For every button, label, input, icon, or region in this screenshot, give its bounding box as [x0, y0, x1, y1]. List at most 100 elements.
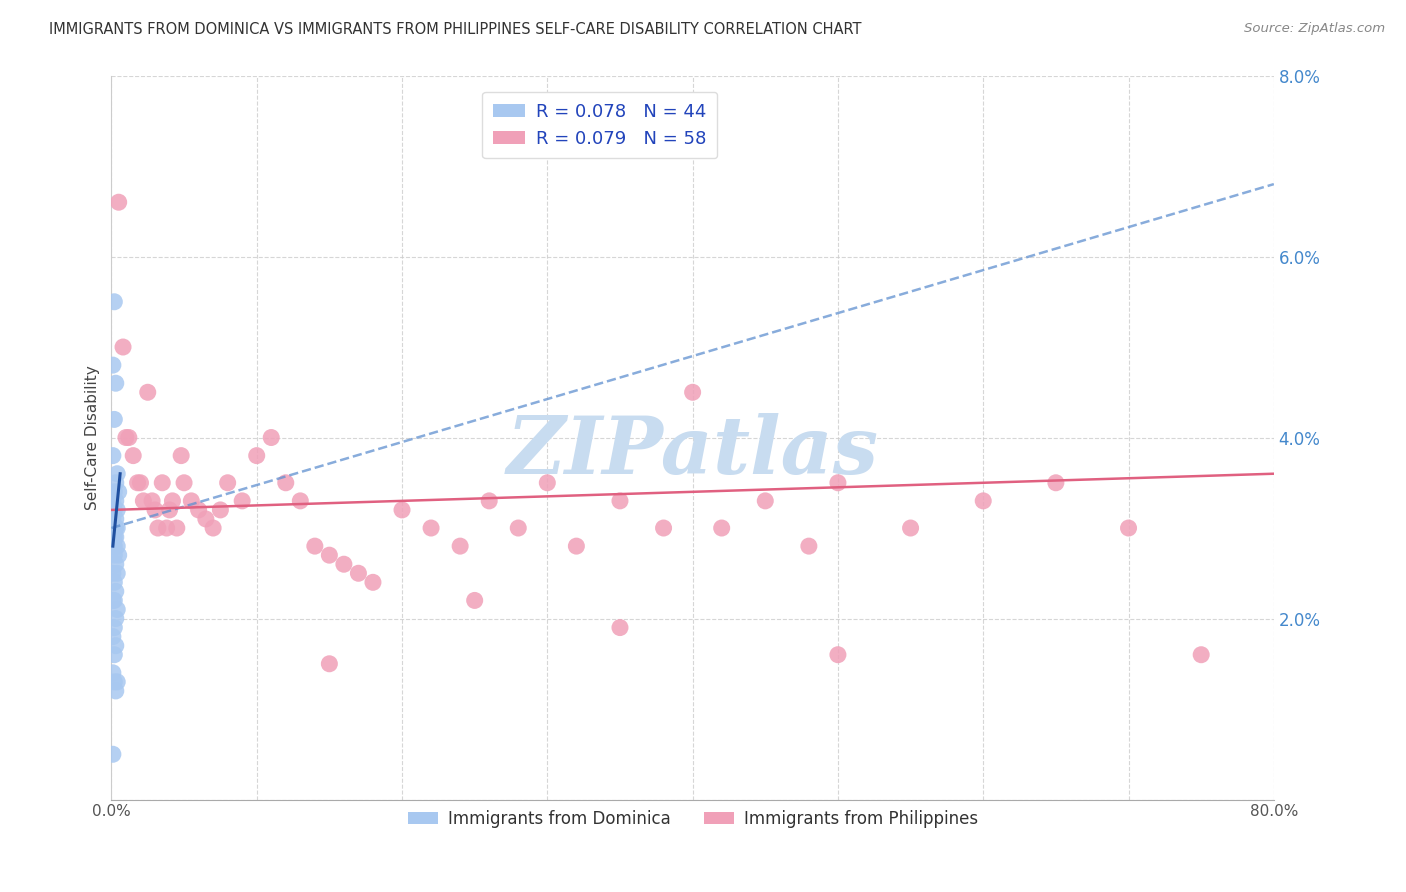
Point: [103, 294, 125, 309]
Point: [101, 358, 124, 372]
Point: [565, 539, 588, 553]
Point: [290, 494, 312, 508]
Point: [104, 530, 127, 544]
Point: [107, 484, 129, 499]
Point: [754, 494, 776, 508]
Point: [194, 512, 217, 526]
Point: [101, 530, 124, 544]
Point: [112, 340, 135, 354]
Point: [101, 512, 124, 526]
Point: [104, 512, 127, 526]
Point: [391, 503, 413, 517]
Point: [103, 674, 125, 689]
Point: [143, 503, 166, 517]
Point: [122, 449, 145, 463]
Point: [103, 530, 125, 544]
Point: [333, 558, 356, 572]
Point: [115, 430, 138, 444]
Point: [260, 430, 283, 444]
Point: [274, 475, 297, 490]
Point: [136, 385, 159, 400]
Point: [103, 412, 125, 426]
Point: [107, 195, 129, 210]
Point: [103, 503, 125, 517]
Point: [231, 494, 253, 508]
Point: [103, 521, 125, 535]
Point: [103, 575, 125, 590]
Point: [156, 521, 179, 535]
Point: [127, 475, 149, 490]
Point: [104, 639, 127, 653]
Point: [159, 503, 181, 517]
Point: [101, 494, 124, 508]
Point: [827, 475, 849, 490]
Point: [104, 521, 127, 535]
Point: [609, 494, 631, 508]
Text: IMMIGRANTS FROM DOMINICA VS IMMIGRANTS FROM PHILIPPINES SELF-CARE DISABILITY COR: IMMIGRANTS FROM DOMINICA VS IMMIGRANTS F…: [49, 22, 862, 37]
Text: ZIPatlas: ZIPatlas: [506, 413, 879, 491]
Point: [150, 475, 173, 490]
Point: [420, 521, 443, 535]
Point: [105, 539, 128, 553]
Point: [209, 503, 232, 517]
Point: [101, 665, 124, 680]
Point: [105, 566, 128, 581]
Point: [101, 449, 124, 463]
Point: [104, 558, 127, 572]
Point: [536, 475, 558, 490]
Point: [104, 475, 127, 490]
Point: [118, 430, 141, 444]
Point: [104, 684, 127, 698]
Point: [103, 621, 125, 635]
Point: [105, 467, 128, 481]
Y-axis label: Self-Care Disability: Self-Care Disability: [86, 365, 100, 510]
Point: [129, 475, 152, 490]
Point: [827, 648, 849, 662]
Point: [105, 602, 128, 616]
Point: [103, 593, 125, 607]
Point: [166, 521, 188, 535]
Point: [101, 566, 124, 581]
Point: [170, 449, 193, 463]
Point: [141, 494, 163, 508]
Point: [132, 494, 155, 508]
Point: [104, 611, 127, 625]
Point: [104, 584, 127, 599]
Point: [103, 484, 125, 499]
Point: [103, 548, 125, 562]
Point: [508, 521, 530, 535]
Legend: Immigrants from Dominica, Immigrants from Philippines: Immigrants from Dominica, Immigrants fro…: [401, 804, 984, 835]
Point: [202, 521, 225, 535]
Point: [105, 503, 128, 517]
Point: [107, 548, 129, 562]
Point: [103, 539, 125, 553]
Point: [304, 539, 326, 553]
Point: [104, 376, 127, 391]
Point: [682, 385, 704, 400]
Point: [449, 539, 471, 553]
Point: [104, 494, 127, 508]
Point: [1045, 475, 1067, 490]
Point: [101, 747, 124, 762]
Point: [347, 566, 370, 581]
Point: [652, 521, 675, 535]
Point: [318, 548, 340, 562]
Point: [972, 494, 994, 508]
Point: [464, 593, 486, 607]
Point: [217, 475, 239, 490]
Point: [318, 657, 340, 671]
Point: [105, 521, 128, 535]
Point: [105, 674, 128, 689]
Point: [1118, 521, 1140, 535]
Point: [797, 539, 820, 553]
Point: [478, 494, 501, 508]
Point: [1189, 648, 1212, 662]
Point: [246, 449, 269, 463]
Point: [180, 494, 202, 508]
Point: [162, 494, 184, 508]
Point: [710, 521, 733, 535]
Point: [609, 621, 631, 635]
Point: [103, 648, 125, 662]
Point: [101, 539, 124, 553]
Point: [101, 630, 124, 644]
